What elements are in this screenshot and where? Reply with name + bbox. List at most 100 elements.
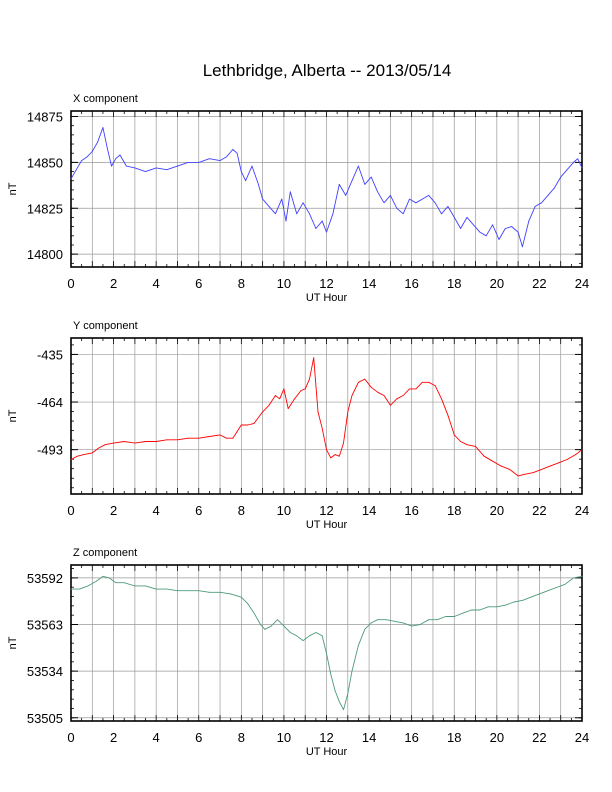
x-tick-label: 10 [277, 730, 291, 745]
data-point [321, 220, 323, 222]
data-point [87, 585, 89, 587]
data-point [421, 198, 423, 200]
data-point [547, 590, 549, 592]
data-point [187, 590, 189, 592]
data-point [247, 603, 249, 604]
data-point [145, 441, 146, 442]
x-tick-label: 20 [490, 730, 504, 745]
x-tick-label: 16 [404, 503, 418, 518]
data-point [364, 184, 366, 185]
data-point [517, 475, 519, 477]
data-point [289, 632, 291, 633]
data-point [70, 178, 72, 180]
data-point [296, 213, 298, 215]
data-point [358, 165, 359, 167]
data-point [530, 596, 532, 598]
data-point [125, 165, 127, 167]
data-point [134, 167, 136, 169]
data-point [351, 180, 353, 182]
y-tick-label: 53592 [27, 571, 63, 586]
data-point [409, 198, 410, 200]
data-point [453, 434, 455, 436]
data-point [177, 439, 178, 441]
data-point [70, 588, 72, 590]
data-point [317, 411, 319, 413]
data-point [581, 167, 583, 169]
data-point [219, 160, 221, 161]
data-point [277, 619, 278, 621]
data-point [358, 381, 359, 383]
data-point [166, 439, 168, 441]
data-point [434, 202, 436, 204]
data-point [447, 206, 449, 207]
data-point [479, 609, 481, 611]
panel-title: Y component [73, 320, 138, 332]
y-axis-label: nT [7, 409, 19, 422]
x-tick-label: 14 [362, 730, 376, 745]
data-point [460, 228, 462, 229]
data-point [434, 385, 436, 387]
data-point [97, 141, 99, 143]
data-point [343, 442, 344, 444]
x-tick-label: 0 [67, 730, 74, 745]
data-point [575, 454, 577, 455]
data-point [338, 184, 340, 185]
y-tick-label: 53563 [27, 618, 63, 633]
data-point [313, 357, 315, 359]
x-tick-label: 6 [195, 730, 202, 745]
data-point [396, 207, 398, 209]
data-point [226, 437, 227, 439]
x-tick-label: 12 [319, 730, 333, 745]
y-tick-label: 53505 [27, 711, 63, 726]
x-tick-label: 6 [195, 276, 202, 291]
data-point [240, 424, 242, 426]
x-tick-label: 12 [319, 503, 333, 518]
data-point [485, 235, 487, 237]
data-point [415, 202, 417, 204]
x-tick-label: 24 [575, 276, 589, 291]
data-point [113, 442, 114, 444]
data-point [208, 591, 210, 593]
data-point [409, 388, 410, 390]
data-point [115, 582, 117, 584]
data-point [96, 580, 97, 582]
data-point [351, 670, 353, 672]
data-point [383, 395, 385, 396]
data-point [283, 625, 285, 627]
data-point [343, 709, 344, 711]
y-tick-label: 14825 [27, 201, 63, 216]
data-point [396, 398, 398, 400]
data-point [236, 431, 238, 432]
x-tick-label: 6 [195, 503, 202, 518]
data-point [553, 187, 555, 189]
x-axis-label: UT Hour [306, 746, 348, 758]
data-point [466, 444, 468, 446]
data-point [198, 161, 200, 163]
data-point [257, 184, 259, 185]
data-point [83, 454, 85, 455]
data-point [479, 231, 481, 233]
data-point [441, 398, 442, 400]
data-point [521, 246, 523, 248]
data-point [566, 459, 568, 460]
data-point [573, 161, 574, 163]
data-point [70, 459, 72, 460]
data-point [377, 619, 378, 621]
x-tick-label: 22 [532, 276, 546, 291]
x-tick-label: 18 [447, 503, 461, 518]
data-point [453, 217, 455, 218]
x-tick-label: 24 [575, 503, 589, 518]
data-point [304, 388, 306, 390]
data-point [573, 577, 574, 579]
data-point [524, 473, 525, 475]
data-point [547, 195, 549, 196]
data-point [466, 217, 468, 218]
data-point [251, 165, 253, 167]
x-tick-label: 18 [447, 730, 461, 745]
data-point [309, 635, 310, 637]
data-point [275, 395, 276, 396]
x-tick-label: 14 [362, 503, 376, 518]
data-point [347, 693, 349, 695]
data-point [226, 156, 227, 158]
data-point [421, 381, 423, 383]
